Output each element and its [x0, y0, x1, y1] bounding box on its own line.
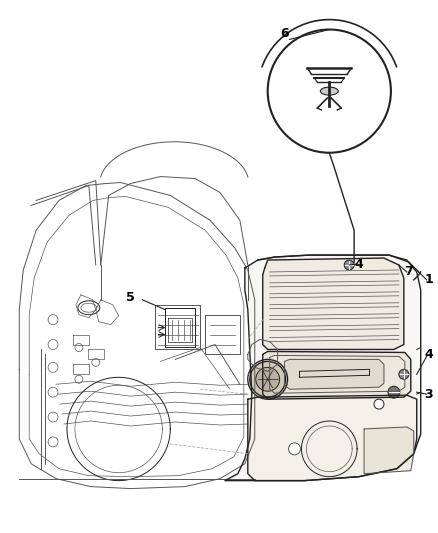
- Circle shape: [48, 412, 58, 422]
- Circle shape: [256, 367, 279, 391]
- Circle shape: [388, 386, 400, 398]
- Text: 5: 5: [126, 292, 135, 304]
- Polygon shape: [263, 258, 404, 350]
- Text: 4: 4: [424, 348, 433, 361]
- Text: 1: 1: [424, 273, 433, 286]
- Circle shape: [268, 29, 391, 153]
- Polygon shape: [285, 359, 384, 389]
- Text: 6: 6: [280, 27, 289, 40]
- Circle shape: [48, 340, 58, 350]
- Polygon shape: [225, 255, 421, 481]
- Circle shape: [344, 260, 354, 270]
- Ellipse shape: [320, 87, 338, 95]
- Polygon shape: [263, 351, 411, 399]
- Polygon shape: [248, 395, 417, 481]
- Circle shape: [289, 443, 300, 455]
- Circle shape: [48, 362, 58, 373]
- Text: 3: 3: [424, 387, 433, 401]
- Circle shape: [48, 437, 58, 447]
- Circle shape: [399, 369, 409, 379]
- Text: 7: 7: [404, 265, 413, 278]
- Circle shape: [250, 361, 286, 397]
- Text: 4: 4: [355, 257, 364, 271]
- Circle shape: [374, 399, 384, 409]
- Circle shape: [48, 387, 58, 397]
- Circle shape: [48, 314, 58, 325]
- Polygon shape: [364, 427, 414, 474]
